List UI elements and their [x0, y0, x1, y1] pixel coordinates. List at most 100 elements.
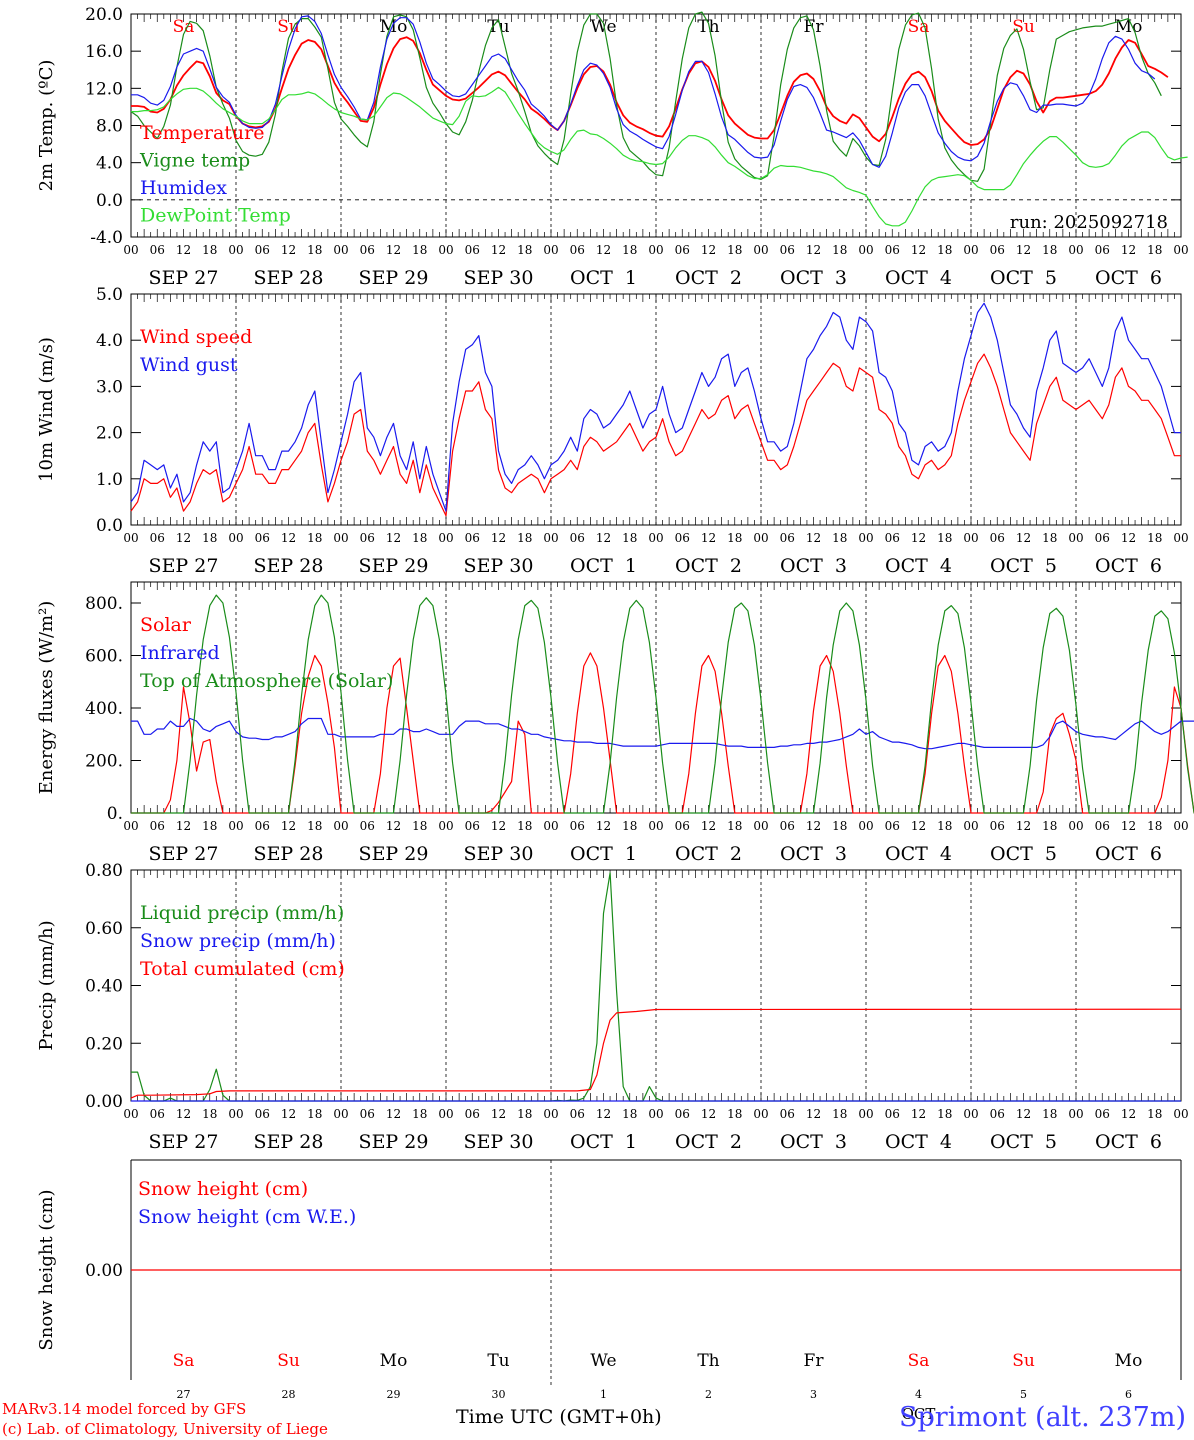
hour-tick-label: 06 — [465, 243, 480, 257]
hour-tick-label: 18 — [202, 819, 217, 833]
hour-tick-label: 12 — [1016, 531, 1031, 545]
weekday-label: Fr — [804, 1351, 825, 1371]
panel-energy: 00 06 12 18 SEP 27 00 06 12 18 SEP 28 00 06 12 18 SEP … — [36, 581, 1194, 865]
hour-tick-label: 18 — [622, 243, 637, 257]
hour-tick-label: 18 — [1147, 243, 1162, 257]
date-label: OCT 6 — [1095, 1131, 1162, 1153]
weekday-label: Th — [697, 17, 719, 37]
hour-tick-label: 00 — [228, 243, 243, 257]
hour-tick-label: 18 — [1147, 1107, 1162, 1121]
hour-tick-label: 12 — [491, 243, 506, 257]
date-label: SEP 29 — [359, 267, 429, 289]
hour-tick-label: 06 — [465, 819, 480, 833]
hour-tick-label: 18 — [202, 1107, 217, 1121]
weekday-label: Tu — [487, 1351, 509, 1371]
legend-entry: Top of Atmosphere (Solar) — [140, 670, 393, 692]
hour-tick-label: 06 — [1095, 243, 1110, 257]
date-label: SEP 28 — [254, 267, 324, 289]
day-number-label: 2 — [705, 1388, 712, 1401]
hour-tick-label: 06 — [675, 531, 690, 545]
day-number-label: 30 — [492, 1388, 506, 1401]
legend-entry: Vigne temp — [139, 150, 250, 172]
hour-tick-label: 12 — [596, 819, 611, 833]
hour-tick-label: 06 — [150, 819, 165, 833]
hour-tick-label: 00 — [333, 819, 348, 833]
y-tick-label: 0.40 — [85, 977, 123, 997]
hour-tick-label: 12 — [281, 531, 296, 545]
hour-tick-label: 18 — [1147, 819, 1162, 833]
hour-tick-label: 18 — [202, 531, 217, 545]
hour-tick-label: 18 — [937, 243, 952, 257]
series-line-energy-2 — [131, 594, 1194, 814]
y-tick-label: 16.0 — [85, 42, 123, 62]
date-label: OCT 4 — [885, 555, 952, 577]
date-label: OCT 1 — [570, 843, 637, 865]
hour-tick-label: 06 — [780, 531, 795, 545]
hour-tick-label: 00 — [1068, 243, 1083, 257]
panel-precip: 00 06 12 18 SEP 27 00 06 12 18 SEP 28 00 06 12 18 SEP … — [36, 861, 1189, 1153]
y-tick-label: -4.0 — [90, 228, 123, 248]
weekday-label: Su — [277, 1351, 300, 1371]
series-line-temperature-3 — [131, 86, 1188, 227]
hour-tick-label: 18 — [1042, 531, 1057, 545]
hour-tick-label: 00 — [1173, 531, 1188, 545]
hour-tick-label: 00 — [123, 819, 138, 833]
hour-tick-label: 18 — [727, 531, 742, 545]
hour-tick-label: 00 — [1068, 1107, 1083, 1121]
hour-tick-label: 00 — [858, 243, 873, 257]
hour-tick-label: 06 — [255, 1107, 270, 1121]
y-axis-label: 10m Wind (m/s) — [36, 337, 57, 482]
station-name: Sprimont (alt. 237m) — [899, 1402, 1186, 1433]
series-line-energy-1 — [131, 717, 1194, 750]
day-number-label: 5 — [1020, 1388, 1027, 1401]
legend-entry: Snow height (cm W.E.) — [138, 1206, 356, 1228]
hour-tick-label: 06 — [360, 243, 375, 257]
hour-tick-label: 00 — [648, 243, 663, 257]
hour-tick-label: 06 — [675, 243, 690, 257]
hour-tick-label: 06 — [675, 819, 690, 833]
hour-tick-label: 12 — [491, 531, 506, 545]
date-label: OCT 1 — [570, 1131, 637, 1153]
date-label: OCT 4 — [885, 843, 952, 865]
hour-tick-label: 18 — [307, 243, 322, 257]
weekday-label: Su — [1012, 1351, 1035, 1371]
y-tick-label: 2.0 — [96, 424, 123, 444]
hour-tick-label: 06 — [1095, 1107, 1110, 1121]
hour-tick-label: 00 — [1173, 243, 1188, 257]
y-tick-label: 20.0 — [85, 5, 123, 25]
hour-tick-label: 06 — [780, 243, 795, 257]
hour-tick-label: 00 — [858, 1107, 873, 1121]
hour-tick-label: 00 — [648, 531, 663, 545]
y-tick-label: 600. — [85, 647, 123, 667]
date-label: OCT 3 — [780, 555, 847, 577]
hour-tick-label: 18 — [1042, 1107, 1057, 1121]
model-credit: MARv3.14 model forced by GFS — [2, 1400, 247, 1418]
legend-entry: DewPoint Temp — [140, 205, 291, 227]
hour-tick-label: 18 — [622, 1107, 637, 1121]
day-number-label: 1 — [600, 1388, 607, 1401]
date-label: SEP 27 — [149, 267, 219, 289]
hour-tick-label: 00 — [438, 1107, 453, 1121]
hour-tick-label: 12 — [1121, 819, 1136, 833]
weekday-label: Mo — [380, 17, 408, 37]
hour-tick-label: 18 — [832, 819, 847, 833]
date-label: SEP 27 — [149, 1131, 219, 1153]
hour-tick-label: 06 — [360, 819, 375, 833]
hour-tick-label: 06 — [675, 1107, 690, 1121]
hour-tick-label: 18 — [832, 1107, 847, 1121]
hour-tick-label: 12 — [176, 819, 191, 833]
date-label: SEP 29 — [359, 1131, 429, 1153]
y-tick-label: 1.0 — [96, 470, 123, 490]
hour-tick-label: 00 — [123, 243, 138, 257]
hour-tick-label: 06 — [150, 243, 165, 257]
hour-tick-label: 00 — [228, 1107, 243, 1121]
hour-tick-label: 12 — [806, 243, 821, 257]
hour-tick-label: 18 — [307, 1107, 322, 1121]
hour-tick-label: 00 — [333, 1107, 348, 1121]
hour-tick-label: 18 — [937, 1107, 952, 1121]
date-label: OCT 4 — [885, 1131, 952, 1153]
legend-entry: Wind gust — [140, 354, 238, 376]
hour-tick-label: 12 — [701, 1107, 716, 1121]
hour-tick-label: 06 — [990, 243, 1005, 257]
hour-tick-label: 06 — [465, 531, 480, 545]
